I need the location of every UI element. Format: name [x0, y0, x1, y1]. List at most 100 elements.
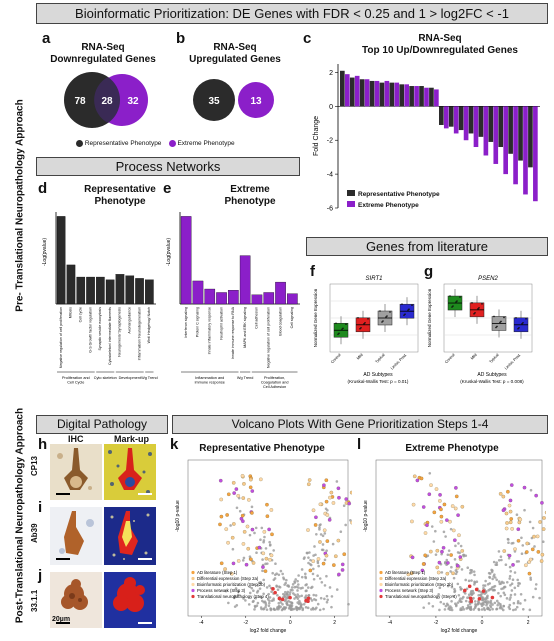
chart-c-bar: [374, 80, 380, 107]
volcano-l-point: [442, 530, 446, 534]
volcano-l-point: [520, 552, 524, 555]
volcano-k-point: [264, 605, 267, 609]
volcano-l-point: [469, 599, 474, 604]
volcano-k-point: [247, 498, 251, 502]
box-f-point: [367, 318, 369, 320]
chart-e-category-label: Interferon signaling: [184, 307, 188, 338]
volcano-l-point: [522, 607, 525, 611]
box-f-point: [385, 316, 387, 318]
volcano-k-point: [272, 598, 275, 602]
chart-c-bar: [344, 74, 350, 107]
volcano-k-point: [275, 607, 279, 611]
volcano-l-point: [499, 602, 502, 606]
volcano-k-plot-area: [187, 459, 349, 617]
volcano-k-point: [250, 586, 254, 590]
box-g-category-label: Mild: [470, 353, 478, 361]
volcano-k-point: [293, 593, 297, 597]
volcano-l-point: [494, 563, 498, 567]
volcano-l-point: [484, 579, 487, 583]
volcano-l-point: [445, 518, 449, 522]
volcano-k-point: [240, 513, 245, 518]
volcano-k-legend-label: Translational neuropathology (Step 4): [197, 594, 269, 599]
volcano-l-point: [477, 608, 481, 612]
volcano-l-point: [467, 593, 471, 597]
volcano-l-point: [423, 553, 427, 558]
chart-c-ytick-label: 0: [329, 104, 333, 111]
chart-c-bar: [399, 84, 405, 107]
venn-b: 35 13: [193, 79, 274, 121]
chart-c-legend: Representative Phenotype Extreme Phenoty…: [347, 189, 440, 211]
volcano-l-point: [513, 571, 517, 574]
volcano-l-point: [453, 538, 457, 543]
volcano-k-legend-swatch: [191, 570, 195, 575]
volcano-k-point: [255, 551, 258, 555]
volcano-l-point: [512, 601, 516, 605]
chart-c-bar: [409, 86, 414, 107]
volcano-k-point: [328, 586, 332, 589]
box-f-point: [363, 323, 365, 325]
volcano-k-point: [265, 608, 269, 611]
chart-c-bar: [488, 106, 494, 142]
chart-c-bar: [404, 84, 409, 107]
volcano-k-point: [225, 513, 229, 517]
volcano-k-point: [276, 593, 279, 597]
box-f-point: [401, 303, 403, 305]
volcano-l-xtick-label: -2: [434, 620, 439, 626]
volcano-k-point: [262, 607, 266, 610]
volcano-l-point: [508, 574, 512, 578]
volcano-l-point: [515, 513, 519, 517]
volcano-k-point: [284, 581, 287, 585]
volcano-l-point: [406, 572, 411, 577]
chart-e-group-label: Proliferation, Coagulation and Cell Adhesi…: [261, 376, 289, 389]
chart-c-bar: [508, 106, 513, 154]
volcano-k-point: [325, 600, 329, 604]
volcano-l-point: [423, 531, 428, 535]
volcano-k-xtick-label: -2: [244, 620, 249, 626]
volcano-l-point: [497, 591, 500, 595]
volcano-k-point: [337, 572, 341, 577]
volcano-k-point: [231, 561, 236, 566]
volcano-l-point: [483, 592, 487, 595]
volcano-l-point: [500, 558, 503, 562]
volcano-k-point: [304, 572, 307, 576]
box-f-category-label: Typical: [375, 353, 386, 364]
volcano-k-point: [236, 559, 241, 563]
volcano-l-point: [422, 606, 426, 609]
volcano-l-point: [489, 605, 493, 609]
volcano-l-point: [513, 593, 517, 596]
volcano-k-point: [319, 533, 323, 536]
volcano-l-point: [508, 498, 513, 503]
volcano-k-point: [312, 593, 316, 597]
volcano-k-point: [339, 530, 343, 533]
volcano-k-point: [313, 598, 316, 601]
chart-c-title-line1: RNA-Seq: [418, 33, 462, 44]
volcano-l-point: [467, 584, 472, 589]
volcano-l-point: [477, 594, 480, 597]
box-f-ylabel: Normalized Gene Expression: [313, 288, 318, 347]
chart-e-category-label: MAPK and ERK signaling: [243, 307, 247, 348]
volcano-k-point: [235, 604, 239, 607]
volcano-l-point: [498, 492, 503, 496]
volcano-l-point: [505, 580, 509, 584]
volcano-k-point: [336, 538, 341, 543]
volcano-l-point: [448, 519, 452, 524]
volcano-l-point: [508, 607, 512, 611]
volcano-l: -4 -2 0 2 log2 fold change -log10 p-value AD l…: [363, 459, 546, 634]
volcano-l-point: [492, 560, 496, 564]
volcano-l-point: [512, 608, 515, 612]
volcano-l-point: [492, 575, 495, 578]
volcano-l-point: [464, 599, 468, 603]
volcano-k-point: [268, 557, 272, 562]
volcano-l-point: [442, 502, 447, 507]
pathology-markup-cp13: [104, 444, 156, 500]
chart-c-legend-ext-label: Extreme Phenotype: [358, 202, 419, 209]
venn-a-left-value: 78: [74, 96, 86, 107]
volcano-l-title: Extreme Phenotype: [405, 443, 499, 454]
volcano-k-point: [283, 599, 287, 603]
volcano-k-point: [268, 544, 272, 547]
volcano-k-point: [277, 573, 281, 577]
volcano-k-point: [316, 574, 319, 577]
volcano-l-point: [507, 503, 512, 508]
volcano-k-point: [326, 598, 330, 602]
volcano-k-point: [231, 481, 236, 485]
